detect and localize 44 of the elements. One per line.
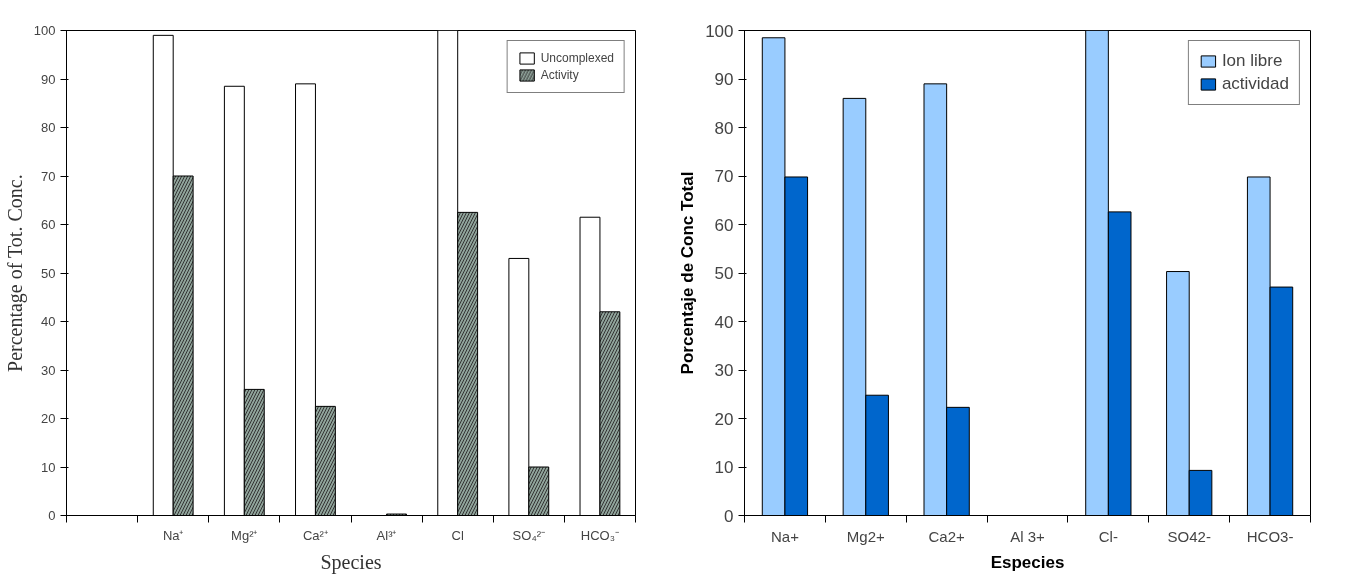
x-tick-label: Ca2+ xyxy=(928,527,966,545)
x-tick-label: Ca²⁺ xyxy=(302,527,328,543)
x-tick-label: HCO₃⁻ xyxy=(580,527,620,543)
x-tick-label: Cl- xyxy=(1098,527,1118,545)
x-tick-label: Cl xyxy=(451,527,464,543)
x-tick-label: Mg²⁺ xyxy=(231,527,258,543)
y-tick-label: 50 xyxy=(41,265,56,281)
y-tick-label: 40 xyxy=(714,312,734,332)
y-axis-title: Percentage of Tot. Conc. xyxy=(3,174,27,372)
y-tick-label: 10 xyxy=(41,459,56,475)
x-tick-label: Na⁺ xyxy=(162,527,184,543)
y-tick-label: 20 xyxy=(714,409,734,429)
y-tick-label: 0 xyxy=(48,508,56,523)
y-tick-label: 30 xyxy=(714,361,734,380)
y-axis-title: Porcentaje de Conc Total xyxy=(678,171,698,375)
legend-label: actividad xyxy=(1221,74,1289,94)
x-tick-label: SO₄²⁻ xyxy=(512,527,546,543)
x-tick-label: SO42- xyxy=(1167,527,1211,545)
x-tick-label: Al 3+ xyxy=(1010,527,1046,545)
y-tick-label: 20 xyxy=(41,411,56,426)
y-tick-label: 100 xyxy=(33,23,56,38)
y-tick-label: 80 xyxy=(714,118,734,138)
y-tick-label: 70 xyxy=(41,168,56,184)
y-tick-label: 90 xyxy=(714,70,734,89)
x-tick-label: Mg2+ xyxy=(846,527,885,545)
y-tick-label: 30 xyxy=(41,362,56,378)
x-axis-title: Especies xyxy=(990,552,1065,572)
x-tick-label: Al³⁺ xyxy=(376,527,397,543)
x-tick-label: HCO3- xyxy=(1246,527,1294,545)
y-tick-label: 40 xyxy=(41,314,56,329)
y-tick-label: 90 xyxy=(41,71,56,87)
x-axis-title: Species xyxy=(320,550,382,574)
y-tick-label: 60 xyxy=(714,215,734,235)
y-tick-label: 50 xyxy=(714,264,734,283)
legend-label: Uncomplexed xyxy=(540,51,614,65)
y-tick-label: 80 xyxy=(41,120,56,135)
legend-label: Activity xyxy=(540,68,579,82)
y-tick-label: 10 xyxy=(714,458,734,477)
y-tick-label: 0 xyxy=(724,506,734,526)
x-tick-label: Na+ xyxy=(770,527,800,545)
y-tick-label: 60 xyxy=(41,217,56,232)
y-tick-label: 100 xyxy=(705,21,734,41)
y-tick-label: 70 xyxy=(714,167,734,186)
legend-label: Ion libre xyxy=(1221,51,1283,71)
